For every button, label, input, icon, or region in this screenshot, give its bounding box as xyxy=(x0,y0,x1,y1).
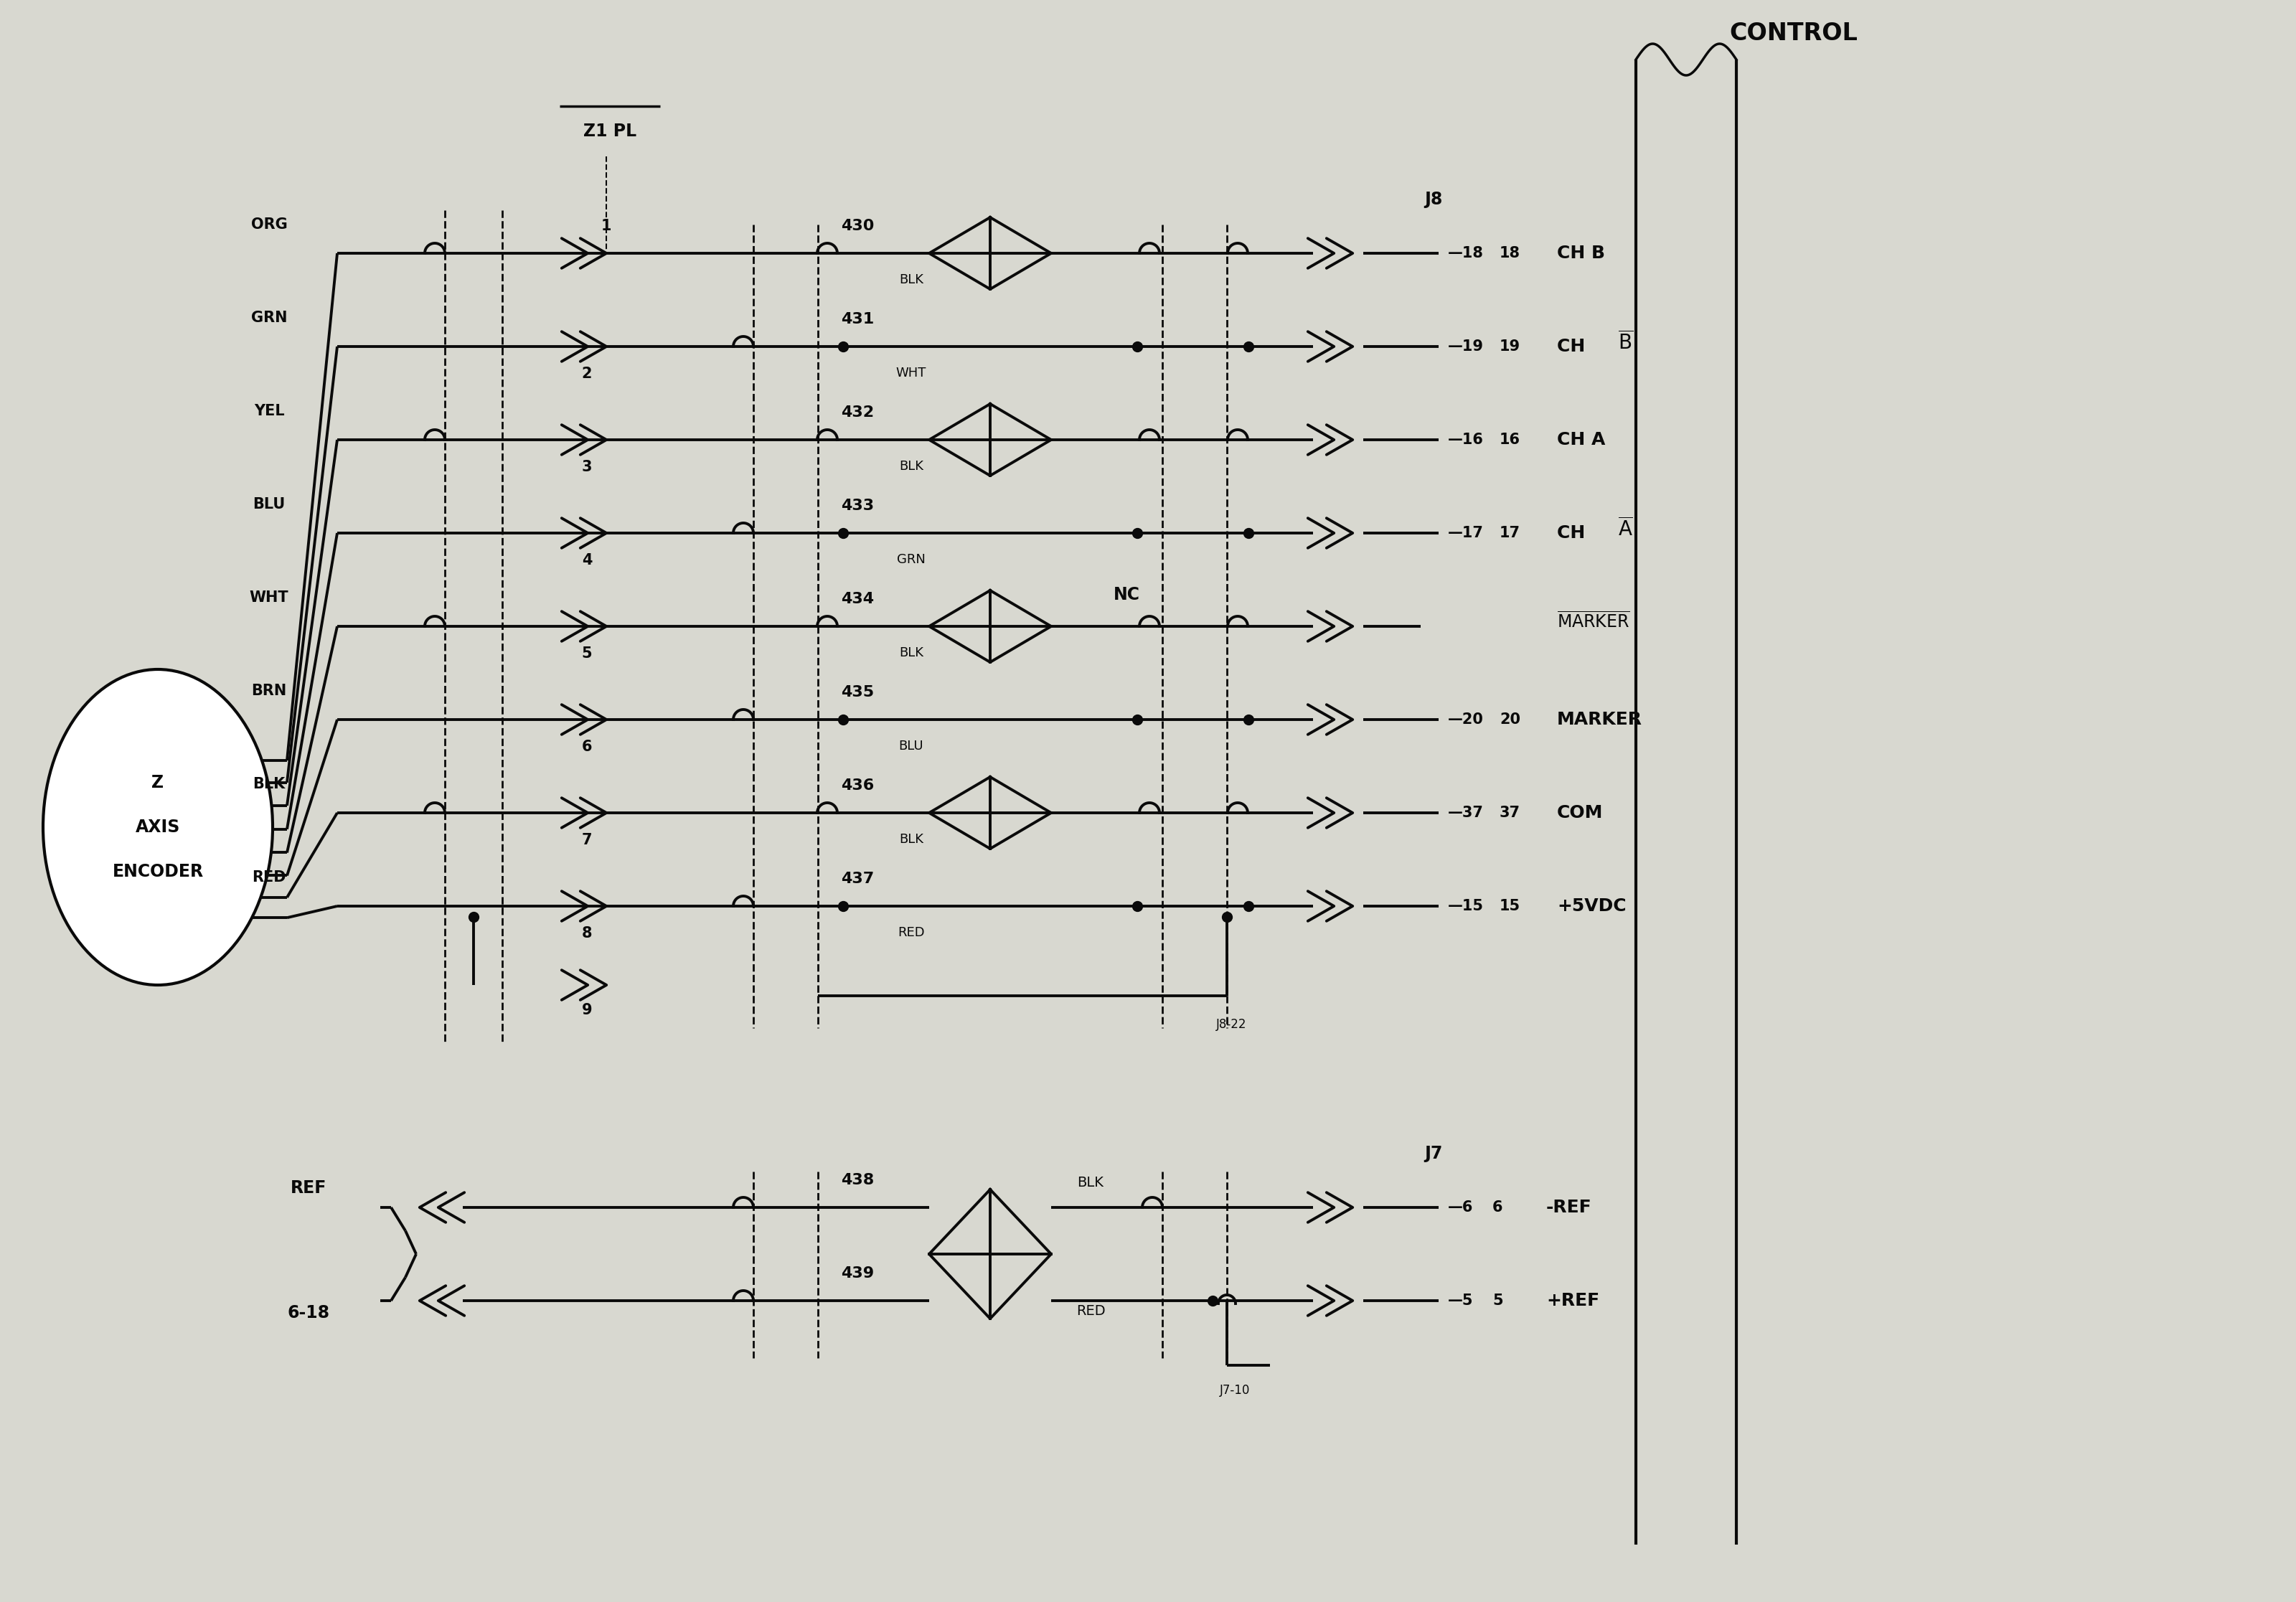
Text: —15: —15 xyxy=(1449,899,1483,913)
Text: 4: 4 xyxy=(581,553,592,567)
Text: ENCODER: ENCODER xyxy=(113,863,204,879)
Text: BLK: BLK xyxy=(900,460,923,473)
Text: 6: 6 xyxy=(581,740,592,755)
Text: 5: 5 xyxy=(581,646,592,660)
Text: Z: Z xyxy=(152,774,163,791)
Text: J7-10: J7-10 xyxy=(1219,1384,1249,1397)
Text: $\overline{\mathsf{A}}$: $\overline{\mathsf{A}}$ xyxy=(1619,517,1632,540)
Text: J8: J8 xyxy=(1424,191,1442,208)
Text: -REF: -REF xyxy=(1545,1198,1591,1216)
Text: 439: 439 xyxy=(840,1266,875,1280)
Text: NC: NC xyxy=(1114,586,1139,604)
Text: 437: 437 xyxy=(840,871,875,886)
Text: BLU: BLU xyxy=(898,740,923,753)
Text: 18: 18 xyxy=(1499,247,1520,261)
Text: CH B: CH B xyxy=(1557,245,1605,261)
Text: 431: 431 xyxy=(840,312,875,327)
Text: YEL: YEL xyxy=(255,404,285,418)
Text: 37: 37 xyxy=(1499,806,1520,820)
Text: 436: 436 xyxy=(840,779,875,793)
Text: AXIS: AXIS xyxy=(135,819,179,836)
Text: REF: REF xyxy=(292,1179,326,1197)
Text: MARKER: MARKER xyxy=(1557,711,1642,729)
Text: ORG: ORG xyxy=(250,218,287,232)
Text: —5: —5 xyxy=(1449,1293,1474,1307)
Ellipse shape xyxy=(44,670,273,985)
Text: COM: COM xyxy=(1557,804,1603,822)
Text: —20: —20 xyxy=(1449,713,1483,727)
Text: 432: 432 xyxy=(840,405,875,420)
Text: J7: J7 xyxy=(1424,1145,1442,1161)
Text: —16: —16 xyxy=(1449,433,1483,447)
Text: $\overline{\mathsf{MARKER}}$: $\overline{\mathsf{MARKER}}$ xyxy=(1557,612,1630,631)
Text: RED: RED xyxy=(253,870,287,884)
Text: 6: 6 xyxy=(1492,1200,1504,1214)
Text: J8-22: J8-22 xyxy=(1217,1017,1247,1032)
Text: 16: 16 xyxy=(1499,433,1520,447)
Text: 15: 15 xyxy=(1499,899,1520,913)
Text: CH: CH xyxy=(1557,338,1591,356)
Text: BRN: BRN xyxy=(250,684,287,698)
Text: BLK: BLK xyxy=(900,646,923,660)
Text: 434: 434 xyxy=(840,591,875,606)
Text: 19: 19 xyxy=(1499,340,1520,354)
Text: BLU: BLU xyxy=(253,497,285,511)
Text: —18: —18 xyxy=(1449,247,1483,261)
Text: 430: 430 xyxy=(840,219,875,234)
Text: $\overline{\mathsf{B}}$: $\overline{\mathsf{B}}$ xyxy=(1619,332,1632,354)
Text: —17: —17 xyxy=(1449,525,1483,540)
Text: BLK: BLK xyxy=(253,777,285,791)
Text: CH: CH xyxy=(1557,524,1591,541)
Text: —37: —37 xyxy=(1449,806,1483,820)
Text: BLK: BLK xyxy=(900,833,923,846)
Text: GRN: GRN xyxy=(898,553,925,566)
Text: 20: 20 xyxy=(1499,713,1520,727)
Text: 433: 433 xyxy=(840,498,875,513)
Text: BLK: BLK xyxy=(1077,1176,1104,1189)
Text: 438: 438 xyxy=(840,1173,875,1187)
Text: —19: —19 xyxy=(1449,340,1483,354)
Text: CONTROL: CONTROL xyxy=(1729,21,1857,45)
Text: WHT: WHT xyxy=(250,591,289,606)
Text: +5VDC: +5VDC xyxy=(1557,897,1626,915)
Text: Z1 PL: Z1 PL xyxy=(583,123,636,139)
Text: 3: 3 xyxy=(581,460,592,474)
Text: —6: —6 xyxy=(1449,1200,1474,1214)
Text: RED: RED xyxy=(1077,1304,1104,1318)
Text: GRN: GRN xyxy=(250,311,287,325)
Text: BLK: BLK xyxy=(900,274,923,287)
Text: 8: 8 xyxy=(581,926,592,940)
Text: 17: 17 xyxy=(1499,525,1520,540)
Text: 1: 1 xyxy=(602,219,611,234)
Text: WHT: WHT xyxy=(895,367,925,380)
Text: 6-18: 6-18 xyxy=(287,1304,331,1322)
Text: 9: 9 xyxy=(581,1003,592,1017)
Text: CH A: CH A xyxy=(1557,431,1605,449)
Text: RED: RED xyxy=(898,926,925,939)
Text: 435: 435 xyxy=(840,686,875,700)
Text: 7: 7 xyxy=(581,833,592,847)
Text: +REF: +REF xyxy=(1545,1293,1600,1309)
Text: 2: 2 xyxy=(581,367,592,381)
Text: 5: 5 xyxy=(1492,1293,1504,1307)
